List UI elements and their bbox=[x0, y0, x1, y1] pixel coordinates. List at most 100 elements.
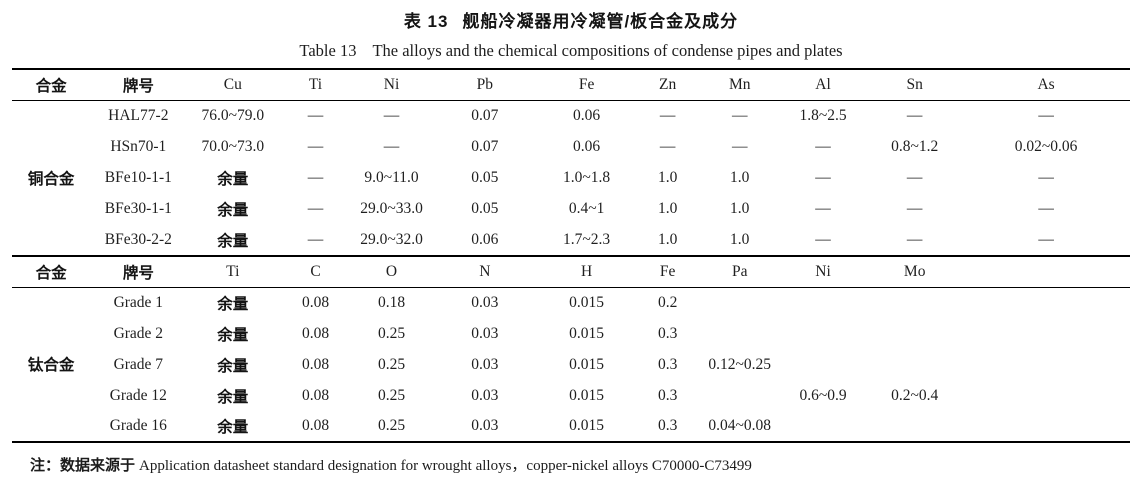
value-cell: 0.05 bbox=[471, 199, 499, 217]
value-cell: — bbox=[815, 230, 831, 248]
value-cell: 0.2 bbox=[657, 293, 678, 311]
table-footnote: 注：数据来源于 Application datasheet standard de… bbox=[30, 454, 1130, 475]
table-row: BFe30-1-1 余量 — 29.0~33.0 0.05 0.4~1 1.0 1.0 — — — bbox=[12, 193, 1130, 224]
value-cell bbox=[962, 349, 1130, 380]
value-cell: 1.0~1.8 bbox=[563, 168, 611, 186]
grade-cell: HSn70-1 bbox=[110, 137, 167, 155]
value-cell: 0.25 bbox=[377, 417, 406, 434]
value-cell: 余量 bbox=[217, 232, 249, 250]
value-cell: 0.06 bbox=[573, 106, 601, 124]
column-header: Cu bbox=[223, 75, 242, 93]
footnote-label: 注：数据来源于 bbox=[30, 457, 136, 474]
value-cell bbox=[701, 287, 779, 318]
value-cell: — bbox=[731, 137, 748, 155]
table-row: BFe30-2-2 余量 — 29.0~32.0 0.06 1.7~2.3 1.0 1.0 — —… bbox=[12, 224, 1130, 255]
value-cell: 余量 bbox=[217, 388, 249, 406]
column-header: Al bbox=[815, 75, 831, 93]
table-row: 钛合金 Grade 1 余量 0.08 0.18 0.03 0.015 0.2 bbox=[12, 287, 1130, 375]
value-cell: — bbox=[307, 199, 324, 217]
value-cell bbox=[701, 318, 779, 349]
value-cell: 0.07 bbox=[471, 137, 499, 155]
column-header: Ni bbox=[383, 75, 400, 93]
table-row: Grade 2 余量 0.08 0.25 0.03 0.015 0.3 bbox=[12, 318, 1130, 349]
value-cell: 0.015 bbox=[569, 293, 605, 311]
value-cell: 余量 bbox=[217, 170, 249, 188]
value-cell: 余量 bbox=[217, 357, 249, 375]
value-cell: 1.0 bbox=[657, 199, 678, 217]
titanium-alloy-table: 合金 牌号 Ti C O N H Fe Pa Ni Mo 钛合金 Grade 1 余量 0.08 0.18 0… bbox=[12, 255, 1130, 443]
column-header: As bbox=[1037, 75, 1055, 93]
table-title-en: Table 13 The alloys and the chemical comp… bbox=[0, 41, 1142, 61]
value-cell: 76.0~79.0 bbox=[201, 106, 265, 124]
value-cell: — bbox=[815, 199, 831, 217]
value-cell: — bbox=[906, 199, 923, 217]
column-header: C bbox=[310, 262, 321, 280]
value-cell: 1.7~2.3 bbox=[563, 230, 611, 248]
value-cell: — bbox=[1038, 168, 1054, 186]
grade-cell: HAL77-2 bbox=[108, 106, 169, 124]
value-cell: — bbox=[307, 168, 324, 186]
value-cell: 余量 bbox=[217, 295, 249, 313]
grade-cell: Grade 12 bbox=[109, 386, 167, 404]
column-header: Mn bbox=[728, 75, 751, 93]
table-row: 铜合金 HAL77-2 76.0~79.0 — — 0.07 0.06 — — 1.8~2.5 — — bbox=[12, 100, 1130, 188]
value-cell: — bbox=[1038, 106, 1054, 124]
value-cell: — bbox=[307, 137, 324, 155]
value-cell: 0.8~1.2 bbox=[891, 137, 939, 155]
value-cell: — bbox=[815, 168, 831, 186]
value-cell bbox=[962, 287, 1130, 318]
value-cell bbox=[779, 349, 867, 380]
value-cell: — bbox=[307, 106, 324, 124]
value-cell: 1.8~2.5 bbox=[799, 106, 847, 124]
value-cell bbox=[779, 318, 867, 349]
value-cell: 0.4~1 bbox=[568, 199, 605, 217]
value-cell: 9.0~11.0 bbox=[364, 168, 419, 186]
value-cell: 70.0~73.0 bbox=[201, 137, 265, 155]
value-cell bbox=[962, 318, 1130, 349]
value-cell: 0.015 bbox=[569, 417, 605, 434]
value-cell: 余量 bbox=[217, 419, 249, 436]
column-header: Sn bbox=[906, 75, 923, 93]
table-row: BFe10-1-1 余量 — 9.0~11.0 0.05 1.0~1.8 1.0 1.0 — — — bbox=[12, 162, 1130, 193]
value-cell: 1.0 bbox=[657, 168, 678, 186]
column-header: Fe bbox=[659, 262, 676, 280]
table-title-zh-text: 舰船冷凝器用冷凝管/板合金及成分 bbox=[462, 12, 739, 31]
value-cell: 29.0~33.0 bbox=[360, 199, 423, 217]
value-cell: 0.18 bbox=[377, 293, 406, 311]
alloy-group-label: 钛合金 bbox=[27, 357, 75, 375]
value-cell: 0.05 bbox=[471, 168, 499, 186]
value-cell: 0.12~0.25 bbox=[708, 355, 772, 373]
table-title-zh-number: 表 13 bbox=[403, 12, 449, 31]
value-cell: 0.6~0.9 bbox=[799, 386, 847, 404]
grade-cell: BFe10-1-1 bbox=[104, 168, 172, 186]
grade-cell: Grade 1 bbox=[113, 293, 164, 311]
value-cell: — bbox=[307, 230, 324, 248]
value-cell bbox=[867, 287, 962, 318]
value-cell: — bbox=[1038, 199, 1054, 217]
value-cell bbox=[779, 411, 867, 442]
value-cell: 29.0~32.0 bbox=[360, 230, 423, 248]
value-cell: 1.0 bbox=[657, 230, 678, 248]
grade-cell: Grade 16 bbox=[109, 417, 167, 434]
value-cell: 0.08 bbox=[301, 417, 330, 434]
column-header: Pb bbox=[476, 75, 494, 93]
value-cell: 0.015 bbox=[569, 355, 605, 373]
value-cell: 1.0 bbox=[730, 168, 750, 186]
copper-header-row: 合金 牌号 Cu Ti Ni Pb Fe Zn Mn Al Sn As bbox=[12, 69, 1130, 100]
value-cell: — bbox=[1038, 230, 1054, 248]
column-header: N bbox=[479, 262, 491, 280]
column-header bbox=[962, 256, 1130, 287]
value-cell: 0.08 bbox=[301, 293, 330, 311]
column-header: Zn bbox=[659, 75, 677, 93]
column-header: 牌号 bbox=[122, 264, 154, 282]
column-header: 牌号 bbox=[122, 77, 154, 95]
value-cell: 0.25 bbox=[377, 324, 406, 342]
footnote-source-text: Application datasheet standard designati… bbox=[139, 458, 752, 474]
value-cell: 0.015 bbox=[569, 324, 605, 342]
value-cell: 0.07 bbox=[471, 106, 499, 124]
value-cell bbox=[867, 318, 962, 349]
copper-alloy-table: 合金 牌号 Cu Ti Ni Pb Fe Zn Mn Al Sn As 铜合金 HAL77-2 76.0~… bbox=[12, 68, 1130, 255]
value-cell: 0.03 bbox=[471, 417, 499, 434]
value-cell bbox=[867, 349, 962, 380]
